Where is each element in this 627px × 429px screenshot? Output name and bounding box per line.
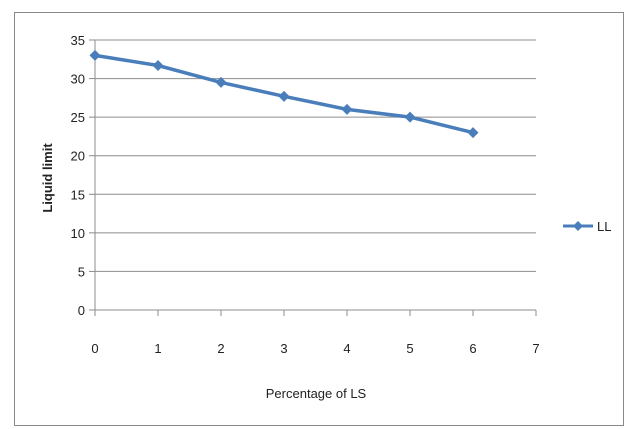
- x-tick-label: 7: [532, 341, 539, 356]
- data-point-marker: [152, 59, 164, 71]
- legend: LL: [563, 219, 611, 234]
- data-point-marker: [341, 103, 353, 115]
- legend-diamond-marker: [573, 221, 583, 231]
- x-tick-label: 3: [280, 341, 287, 356]
- y-axis-title: Liquid limit: [40, 143, 55, 213]
- y-tick-label: 5: [78, 264, 85, 279]
- data-point-marker: [404, 111, 416, 123]
- x-tick-label: 6: [469, 341, 476, 356]
- data-point-marker: [89, 49, 101, 61]
- x-tick-label: 4: [343, 341, 350, 356]
- x-tick-label: 2: [217, 341, 224, 356]
- x-tick-label: 1: [154, 341, 161, 356]
- data-point-marker: [215, 76, 227, 88]
- legend-label-ll: LL: [597, 219, 611, 234]
- x-axis-title: Percentage of LS: [266, 386, 367, 401]
- y-tick-labels: 0 5 10 15 20 25 30 35: [71, 33, 85, 318]
- y-tick-label: 0: [78, 303, 85, 318]
- x-tick-label: 5: [406, 341, 413, 356]
- data-point-marker: [467, 127, 479, 139]
- axes: [89, 39, 537, 316]
- gridlines: [95, 39, 536, 272]
- y-tick-label: 10: [71, 226, 85, 241]
- x-tick-labels: 0 1 2 3 4 5 6 7: [91, 341, 539, 356]
- y-tick-label: 15: [71, 187, 85, 202]
- data-markers: [89, 49, 479, 139]
- chart-border: [14, 12, 624, 426]
- y-tick-label: 35: [71, 33, 85, 48]
- y-tick-label: 30: [71, 72, 85, 87]
- y-tick-label: 20: [71, 149, 85, 164]
- x-tick-label: 0: [91, 341, 98, 356]
- y-tick-label: 25: [71, 110, 85, 125]
- data-point-marker: [278, 90, 290, 102]
